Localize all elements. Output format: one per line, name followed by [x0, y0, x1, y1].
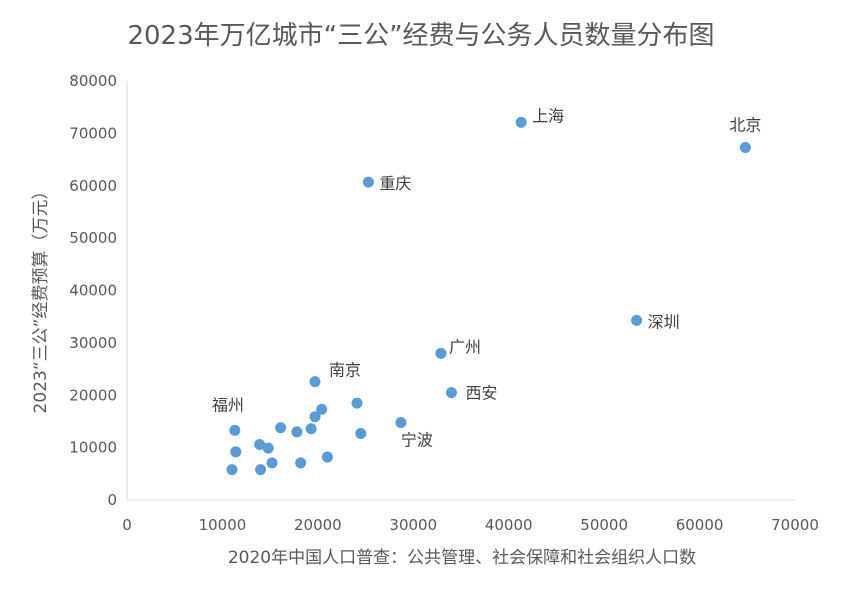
data-point	[255, 464, 267, 476]
x-tick-label: 60000	[676, 516, 724, 534]
y-tick-label: 40000	[69, 282, 117, 300]
data-label: 北京	[729, 116, 761, 135]
data-point	[362, 176, 374, 188]
data-label: 广州	[449, 337, 481, 356]
data-point	[395, 416, 407, 428]
x-tick-label: 30000	[389, 516, 437, 534]
x-axis: 0 10000 20000 30000 40000 50000 60000 70000	[122, 499, 819, 534]
y-tick-label: 20000	[69, 386, 117, 404]
data-point	[321, 451, 333, 463]
data-point	[230, 446, 242, 458]
x-tick-label: 10000	[199, 516, 247, 534]
data-label: 西安	[465, 384, 497, 403]
data-point	[631, 314, 643, 326]
data-point	[445, 387, 457, 399]
data-point	[266, 457, 278, 469]
data-point	[262, 442, 274, 454]
y-axis-label: 2023“三公”经费预算（万元）	[31, 183, 51, 414]
data-point	[309, 376, 321, 388]
data-point	[305, 423, 317, 435]
y-tick-label: 50000	[69, 229, 117, 247]
y-tick-label: 60000	[69, 177, 117, 195]
data-label: 上海	[532, 106, 564, 125]
data-point	[254, 438, 266, 450]
data-point	[515, 116, 527, 128]
y-tick-label: 10000	[69, 439, 117, 457]
y-tick-label: 30000	[69, 334, 117, 352]
chart-title: 2023年万亿城市“三公”经费与公务人员数量分布图	[127, 21, 714, 51]
data-point	[355, 427, 367, 439]
data-point	[275, 422, 287, 434]
data-point	[226, 464, 238, 476]
y-tick-label: 70000	[69, 124, 117, 142]
x-tick-label: 40000	[485, 516, 533, 534]
data-points	[226, 116, 751, 476]
data-point	[316, 403, 328, 415]
y-tick-label: 80000	[69, 72, 117, 90]
x-axis-label: 2020年中国人口普查：公共管理、社会保障和社会组织人口数	[228, 548, 696, 568]
data-label: 深圳	[648, 312, 680, 331]
data-point	[309, 411, 321, 423]
data-label: 重庆	[379, 174, 411, 193]
data-label: 福州	[212, 395, 244, 414]
y-tick-label: 0	[107, 491, 117, 509]
data-point	[291, 426, 303, 438]
x-tick-label: 50000	[580, 516, 628, 534]
data-point	[229, 424, 241, 436]
x-tick-label: 0	[122, 516, 132, 534]
data-point	[351, 397, 363, 409]
x-tick-label: 70000	[771, 516, 819, 534]
data-label: 宁波	[401, 430, 433, 449]
x-tick-label: 20000	[294, 516, 342, 534]
data-point	[739, 142, 751, 154]
y-axis: 0 10000 20000 30000 40000 50000 60000 70000 8000…	[69, 72, 128, 509]
data-label: 南京	[329, 361, 361, 380]
data-point	[435, 347, 447, 359]
data-point	[295, 457, 307, 469]
